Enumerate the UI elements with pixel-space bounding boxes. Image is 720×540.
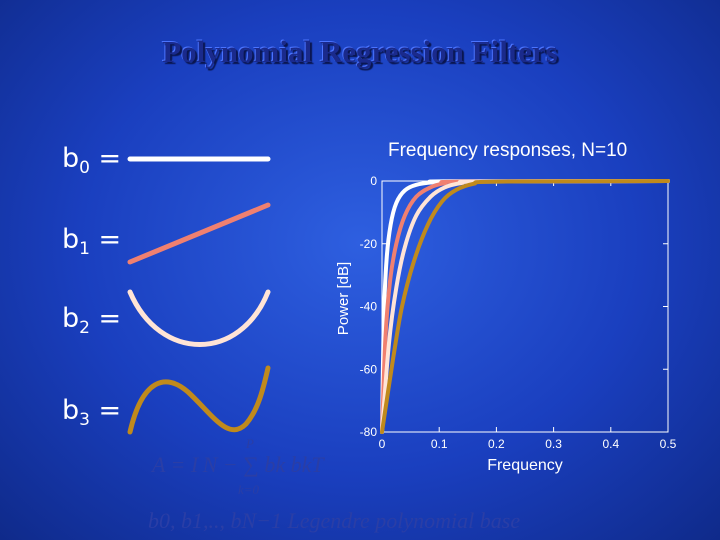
y-tick-label: 0 (370, 174, 377, 188)
b3-curve (127, 365, 271, 435)
b2-label: b2 = (62, 303, 122, 338)
b1-curve (127, 202, 271, 265)
y-tick-label: -60 (360, 362, 378, 376)
x-tick-label: 0.3 (545, 437, 562, 451)
x-axis-label: Frequency (487, 457, 563, 474)
y-tick-label: -40 (360, 300, 378, 314)
y-axis-label: Power [dB] (335, 262, 352, 335)
b3-label: b3 = (62, 395, 122, 430)
formula-projection: A = I N − ∑ bk bkT (152, 452, 324, 477)
formula-sum-lower: k=0 (238, 482, 260, 497)
series-2-line (380, 179, 670, 434)
x-tick-label: 0.1 (431, 437, 448, 451)
x-tick-label: 0.5 (660, 437, 677, 451)
b2-curve (127, 289, 271, 347)
series-3-line (380, 179, 670, 434)
formula-legendre-base: b0, b1,.., bN−1 Legendre polynomial base (148, 508, 521, 533)
series-4-line (380, 179, 670, 434)
y-tick-label: -20 (360, 237, 378, 251)
formula-sum-upper: P (246, 436, 254, 451)
x-tick-label: 0.2 (488, 437, 505, 451)
b1-label: b1 = (62, 224, 122, 259)
chart-title: Frequency responses, N=10 (388, 140, 628, 161)
b0-label: b0 = (62, 143, 122, 178)
x-tick-label: 0.4 (602, 437, 619, 451)
x-tick-label: 0 (379, 437, 386, 451)
y-tick-label: -80 (360, 425, 378, 439)
series-1-line (380, 179, 670, 434)
slide-title: Polynomial Regression Filters (162, 34, 558, 69)
plot-frame (381, 180, 669, 433)
